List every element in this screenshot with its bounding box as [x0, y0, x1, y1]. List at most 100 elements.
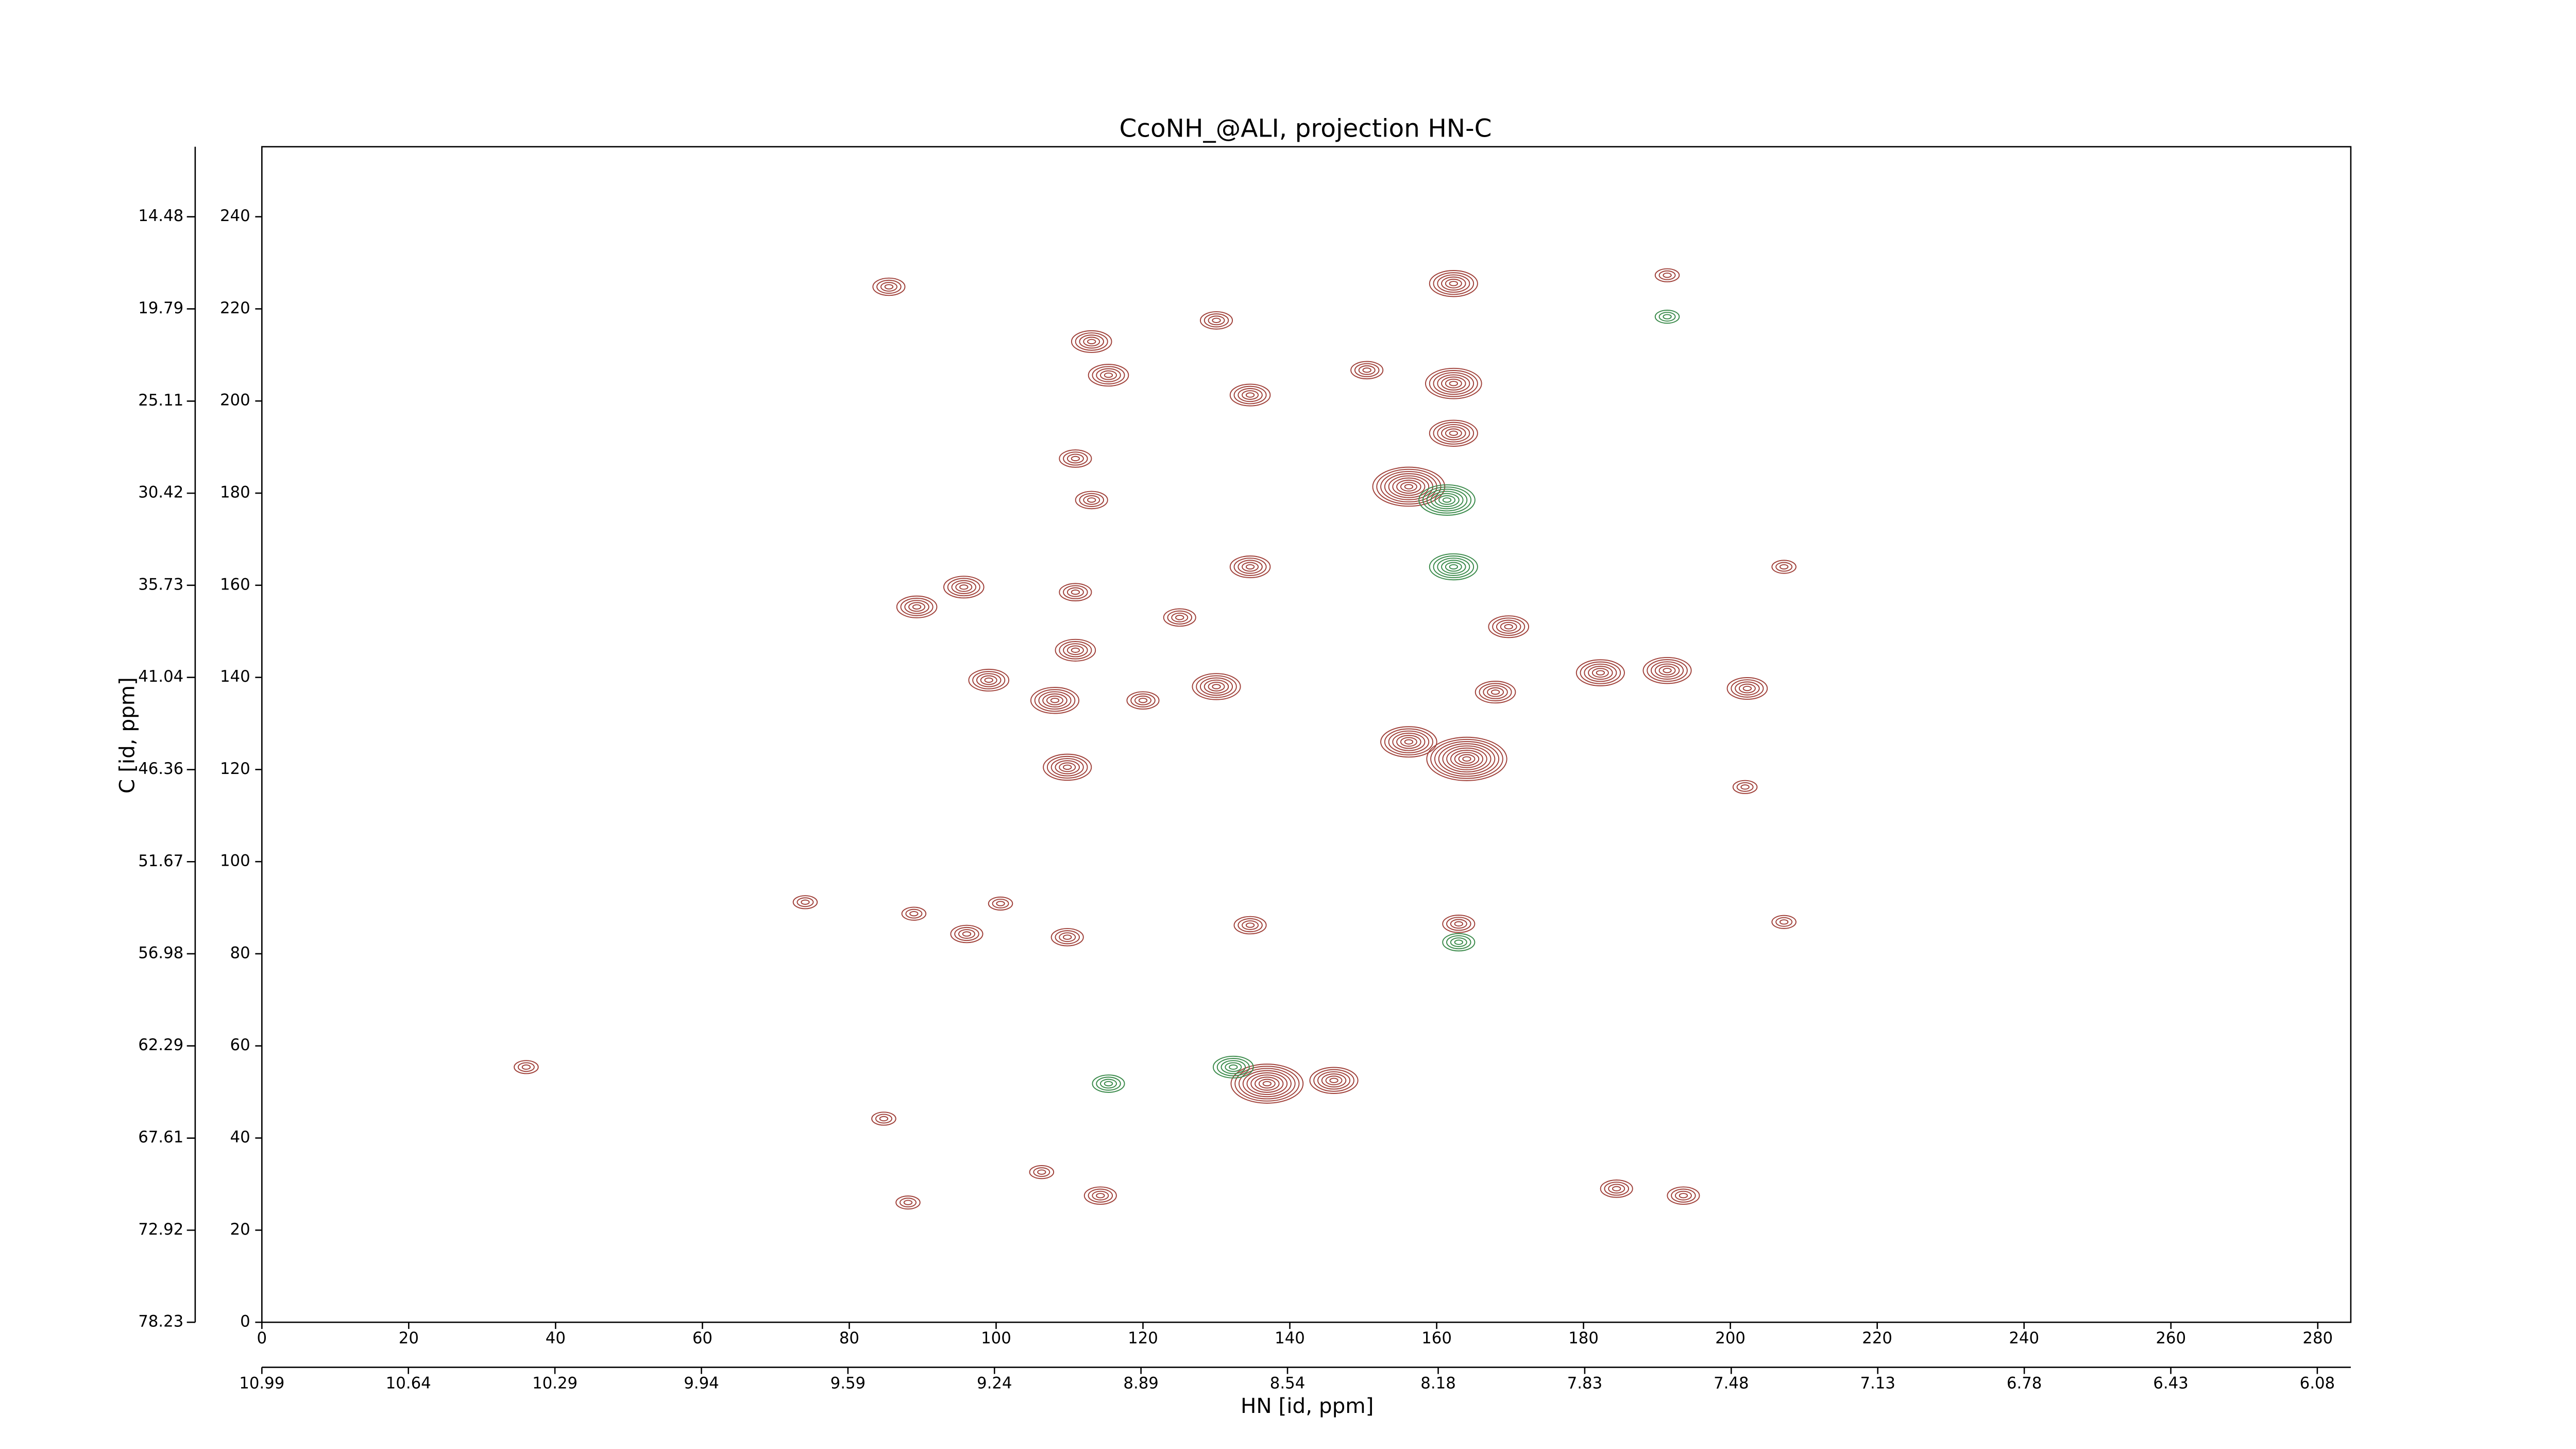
contour-ring	[1239, 1068, 1296, 1100]
contour-ring	[996, 901, 1005, 906]
contour-ring	[1488, 615, 1530, 638]
contour-ring	[1309, 1067, 1359, 1094]
contour-ring	[1500, 621, 1517, 632]
contour-ring	[1329, 1077, 1338, 1083]
contour-ring	[1779, 564, 1789, 570]
contour-ring	[1350, 361, 1384, 380]
contour-ring	[1651, 661, 1684, 680]
contour-ring	[871, 1111, 896, 1126]
contour-ring	[972, 671, 1006, 689]
contour-ring	[1735, 681, 1760, 696]
contour-ring	[1575, 659, 1625, 686]
contour-ring	[895, 1195, 921, 1210]
contour-ring	[1071, 330, 1112, 353]
contour-ring	[903, 1200, 913, 1205]
contour-ring	[1658, 665, 1676, 676]
contour-ring	[1445, 278, 1462, 289]
contour-ring	[1446, 935, 1471, 950]
contour-ring	[1483, 685, 1508, 699]
contour-ring	[1400, 482, 1417, 492]
y2-tick-label: 46.36	[138, 760, 183, 778]
y-axis-label: C [id, ppm]	[114, 677, 139, 794]
contour-ring	[958, 929, 975, 939]
contour-ring	[1418, 484, 1476, 516]
y2-tick-label: 35.73	[138, 575, 183, 594]
contour-ring	[1642, 656, 1692, 684]
contour-ring	[1242, 920, 1259, 930]
contour-ring	[1325, 1075, 1343, 1086]
contour-ring	[1055, 930, 1080, 945]
contour-ring	[1059, 641, 1092, 660]
y2-tick-label: 78.23	[138, 1312, 183, 1331]
contour-ring	[1771, 915, 1797, 929]
contour-ring	[909, 911, 919, 917]
x-tick-label: 40	[546, 1329, 566, 1347]
x-tick-label: 280	[2302, 1329, 2333, 1347]
x2-tick-label: 8.54	[1270, 1374, 1305, 1392]
x-tick-label: 120	[1128, 1329, 1158, 1347]
contour-ring	[1088, 1188, 1113, 1203]
contour-ring	[1654, 663, 1680, 678]
contour-ring	[943, 576, 985, 599]
contour-ring	[1430, 491, 1464, 510]
contour-ring	[1654, 310, 1680, 324]
x-tick-label: 260	[2156, 1329, 2186, 1347]
contour-ring	[1066, 587, 1084, 597]
contour-ring	[1204, 313, 1229, 328]
contour-ring	[1096, 1193, 1105, 1199]
contour-ring	[1075, 332, 1108, 351]
contour-ring	[1030, 687, 1080, 714]
contour-ring	[899, 1198, 917, 1208]
contour-ring	[1175, 615, 1184, 620]
x2-tick-label: 8.89	[1123, 1374, 1158, 1392]
contour-ring	[1171, 612, 1189, 622]
contour-ring	[1238, 560, 1263, 574]
contour-ring	[1429, 370, 1478, 397]
contour-ring	[1258, 1079, 1276, 1089]
y-tick-label: 180	[220, 483, 250, 501]
x2-tick-label: 8.18	[1420, 1374, 1455, 1392]
x2-tick-label: 9.94	[684, 1374, 719, 1392]
contour-ring	[872, 277, 906, 296]
contour-ring	[1392, 732, 1426, 751]
contour-ring	[904, 600, 929, 614]
contour-ring	[1442, 915, 1476, 933]
contour-ring	[514, 1060, 539, 1074]
contour-ring	[1362, 367, 1371, 373]
contour-ring	[955, 582, 973, 592]
contour-ring	[1429, 553, 1478, 581]
contour-ring	[1779, 919, 1789, 925]
contour-ring	[1071, 647, 1080, 653]
contour-ring	[1038, 691, 1072, 710]
contour-ring	[1229, 1064, 1238, 1070]
x-tick-label: 60	[692, 1329, 713, 1347]
x-tick-label: 140	[1275, 1329, 1305, 1347]
contour-ring	[1380, 471, 1437, 502]
x-tick-label: 80	[839, 1329, 859, 1347]
contour-ring	[1066, 453, 1084, 464]
contour-ring	[1055, 638, 1096, 662]
contour-ring	[1096, 1076, 1121, 1091]
x2-tick-label: 9.24	[977, 1374, 1012, 1392]
contour-ring	[1450, 937, 1467, 947]
contour-ring	[1238, 918, 1263, 933]
contour-ring	[1658, 270, 1676, 280]
contour-ring	[1063, 451, 1088, 466]
contour-ring	[1388, 730, 1430, 753]
contour-ring	[1199, 311, 1233, 330]
contour-ring	[896, 595, 938, 618]
x2-tick-label: 10.64	[386, 1374, 431, 1392]
contour-ring	[1255, 1076, 1280, 1091]
x2-tick-label: 7.83	[1567, 1374, 1602, 1392]
contour-ring	[1050, 698, 1060, 703]
contour-ring	[1487, 687, 1504, 697]
contour-ring	[962, 931, 972, 937]
contour-ring	[1479, 683, 1512, 701]
contour-ring	[1496, 619, 1521, 634]
contour-ring	[1454, 921, 1464, 926]
x2-tick-label: 9.59	[831, 1374, 866, 1392]
contour-ring	[1449, 281, 1459, 287]
contour-ring	[1454, 939, 1464, 945]
contour-ring	[1667, 1186, 1700, 1205]
contour-ring	[1092, 1074, 1125, 1093]
